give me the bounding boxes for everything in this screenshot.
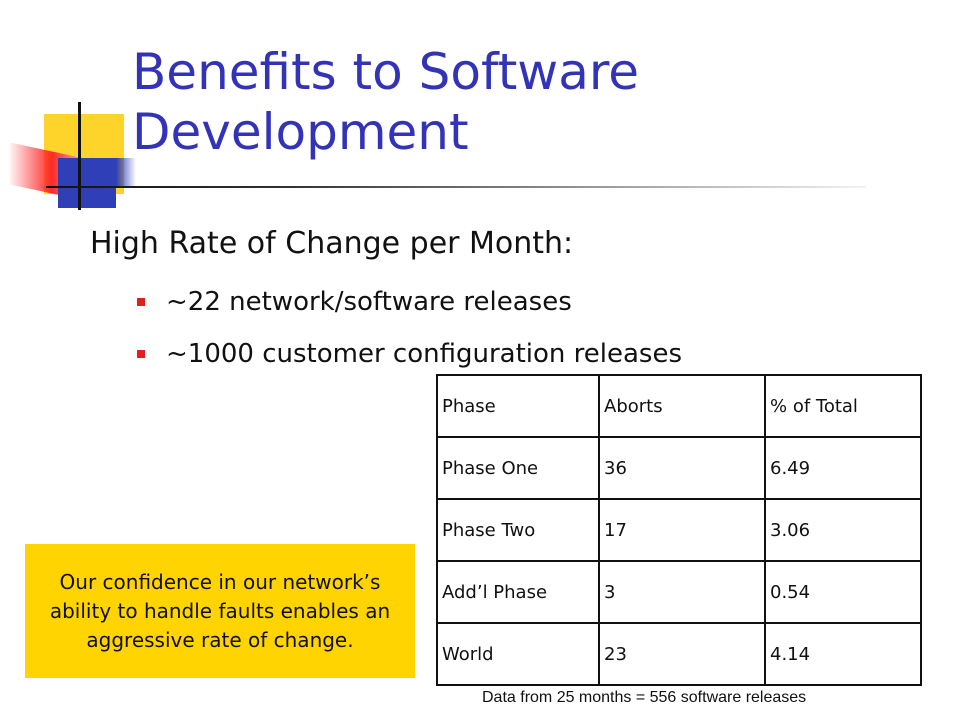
slide-title: Benefits to Software Development [132,43,640,161]
bullet-marker-icon [137,350,145,358]
header-cell: Phase [436,374,600,438]
table-cell: 4.14 [764,622,922,686]
decor-vertical-line [78,102,81,210]
table-row: Phase Two 17 3.06 [436,498,922,562]
title-underline [46,186,866,188]
decor-blue-square [58,158,116,208]
table-row: Phase One 36 6.49 [436,436,922,500]
aborts-table: Phase Aborts % of Total Phase One 36 6.4… [436,374,922,686]
bullet-item: ~22 network/software releases [137,282,682,334]
table-cell: 17 [598,498,766,562]
callout-box: Our confidence in our network’s ability … [25,544,415,678]
table-cell: World [436,622,600,686]
section-heading: High Rate of Change per Month: [90,226,574,261]
table-cell: Phase Two [436,498,600,562]
table-cell: Phase One [436,436,600,500]
table-cell: 3.06 [764,498,922,562]
callout-text: Our confidence in our network’s ability … [49,569,391,652]
bullet-marker-icon [137,298,145,306]
table-cell: 36 [598,436,766,500]
bullet-list: ~22 network/software releases ~1000 cust… [137,282,683,386]
table-row: Add’l Phase 3 0.54 [436,560,922,624]
header-cell: % of Total [764,374,922,438]
aborts-table-container: Phase Aborts % of Total Phase One 36 6.4… [436,374,922,686]
bullet-item: ~1000 customer configuration releases [137,334,683,386]
table-row: World 23 4.14 [436,622,922,686]
bullet-text: ~22 network/software releases [166,287,572,317]
table-cell: Add’l Phase [436,560,600,624]
table-cell: 0.54 [764,560,922,624]
table-cell: 3 [598,560,766,624]
footnote: Data from 25 months = 556 software relea… [482,689,807,706]
table-cell: 23 [598,622,766,686]
decor-blue-fade [116,158,136,188]
bullet-text: ~1000 customer configuration releases [166,339,683,369]
table-cell: 6.49 [764,436,922,500]
table-header-row: Phase Aborts % of Total [436,374,922,438]
header-cell: Aborts [598,374,766,438]
